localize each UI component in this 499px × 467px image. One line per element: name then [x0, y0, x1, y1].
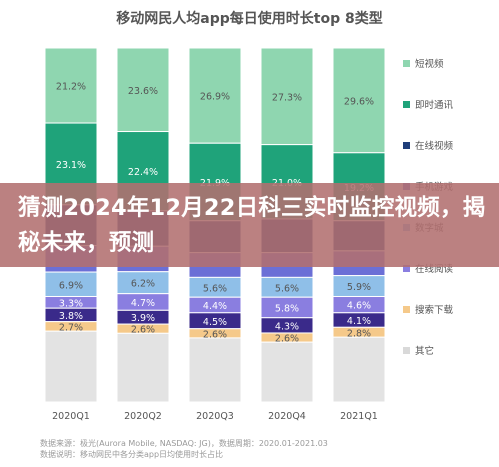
- data-label: 6.9%: [59, 280, 83, 291]
- data-label: 26.9%: [200, 92, 230, 103]
- legend-label: 即时通讯: [415, 99, 454, 111]
- source-line-1: 数据来源：极光(Aurora Mobile, NASDAQ: JG)，数据周期：…: [40, 439, 328, 448]
- legend-label: 短视频: [415, 58, 444, 70]
- legend-swatch: [403, 142, 410, 149]
- chart-title: 移动网民人均app每日使用时长top 8类型: [116, 11, 383, 27]
- x-tick-label: 2020Q1: [52, 411, 90, 422]
- legend-swatch: [403, 347, 410, 354]
- bar-segment: [188, 337, 242, 403]
- data-label: 5.9%: [347, 282, 371, 293]
- x-tick-label: 2020Q2: [124, 411, 162, 422]
- data-label: 4.6%: [347, 301, 371, 312]
- data-label: 2.6%: [275, 334, 299, 345]
- legend-label: 其它: [415, 345, 434, 357]
- data-label: 4.7%: [131, 298, 155, 309]
- data-label: 4.3%: [275, 321, 299, 332]
- data-labels-layer: 21.2% 23.1% 6.9% 3.3% 3.8%2.7% 23.6% 22.4% 6.2%…: [56, 82, 374, 345]
- bar-segment: [260, 341, 314, 403]
- bar-segment: [332, 47, 386, 154]
- x-tick-label: 2020Q4: [268, 411, 306, 422]
- bar-segment: [332, 336, 386, 403]
- legend-swatch: [403, 101, 410, 108]
- data-label: 23.6%: [128, 86, 158, 97]
- bar-segment: [116, 332, 170, 403]
- data-label: 5.6%: [275, 283, 299, 294]
- source-line-2: 数据说明：移动网民中各分类app日均使用时长占比: [40, 450, 224, 459]
- data-label: 21.2%: [56, 82, 86, 93]
- data-label: 4.1%: [347, 316, 371, 327]
- data-label: 2.6%: [203, 329, 227, 340]
- bar-segment: [44, 330, 98, 403]
- x-tick-label: 2020Q3: [196, 411, 234, 422]
- bar-segment: [188, 47, 242, 144]
- data-label: 22.4%: [128, 167, 158, 178]
- data-label: 27.3%: [272, 92, 302, 103]
- bar-segment: [116, 47, 170, 133]
- x-tick-label: 2021Q1: [340, 411, 378, 422]
- legend-label: 在线视频: [415, 140, 454, 152]
- overlay-banner: 猜测2024年12月22日科三实时监控视频，揭秘未来，预测: [0, 183, 499, 267]
- data-label: 5.6%: [203, 283, 227, 294]
- data-label: 5.8%: [275, 303, 299, 314]
- bar-segment: [44, 47, 98, 124]
- data-label: 23.1%: [56, 160, 86, 171]
- banner-headline: 猜测2024年12月22日科三实时监控视频，揭秘未来，预测: [18, 195, 486, 256]
- data-label: 4.4%: [203, 301, 227, 312]
- data-label: 3.9%: [131, 313, 155, 324]
- legend-swatch: [403, 60, 410, 67]
- data-label: 4.5%: [203, 317, 227, 328]
- x-tick-labels-layer: 2020Q1 2020Q2 2020Q3 2020Q4 2021Q1: [52, 411, 378, 422]
- data-label: 2.6%: [131, 325, 155, 336]
- data-label: 3.8%: [59, 311, 83, 322]
- data-label: 3.3%: [59, 298, 83, 309]
- data-label: 2.8%: [347, 328, 371, 339]
- legend-swatch: [403, 265, 410, 272]
- data-label: 2.7%: [59, 322, 83, 333]
- legend-label: 搜索下载: [415, 304, 454, 316]
- data-label: 6.2%: [131, 279, 155, 290]
- source-note: 数据来源：极光(Aurora Mobile, NASDAQ: JG)，数据周期：…: [40, 438, 328, 460]
- data-label: 29.6%: [344, 96, 374, 107]
- legend-swatch: [403, 306, 410, 313]
